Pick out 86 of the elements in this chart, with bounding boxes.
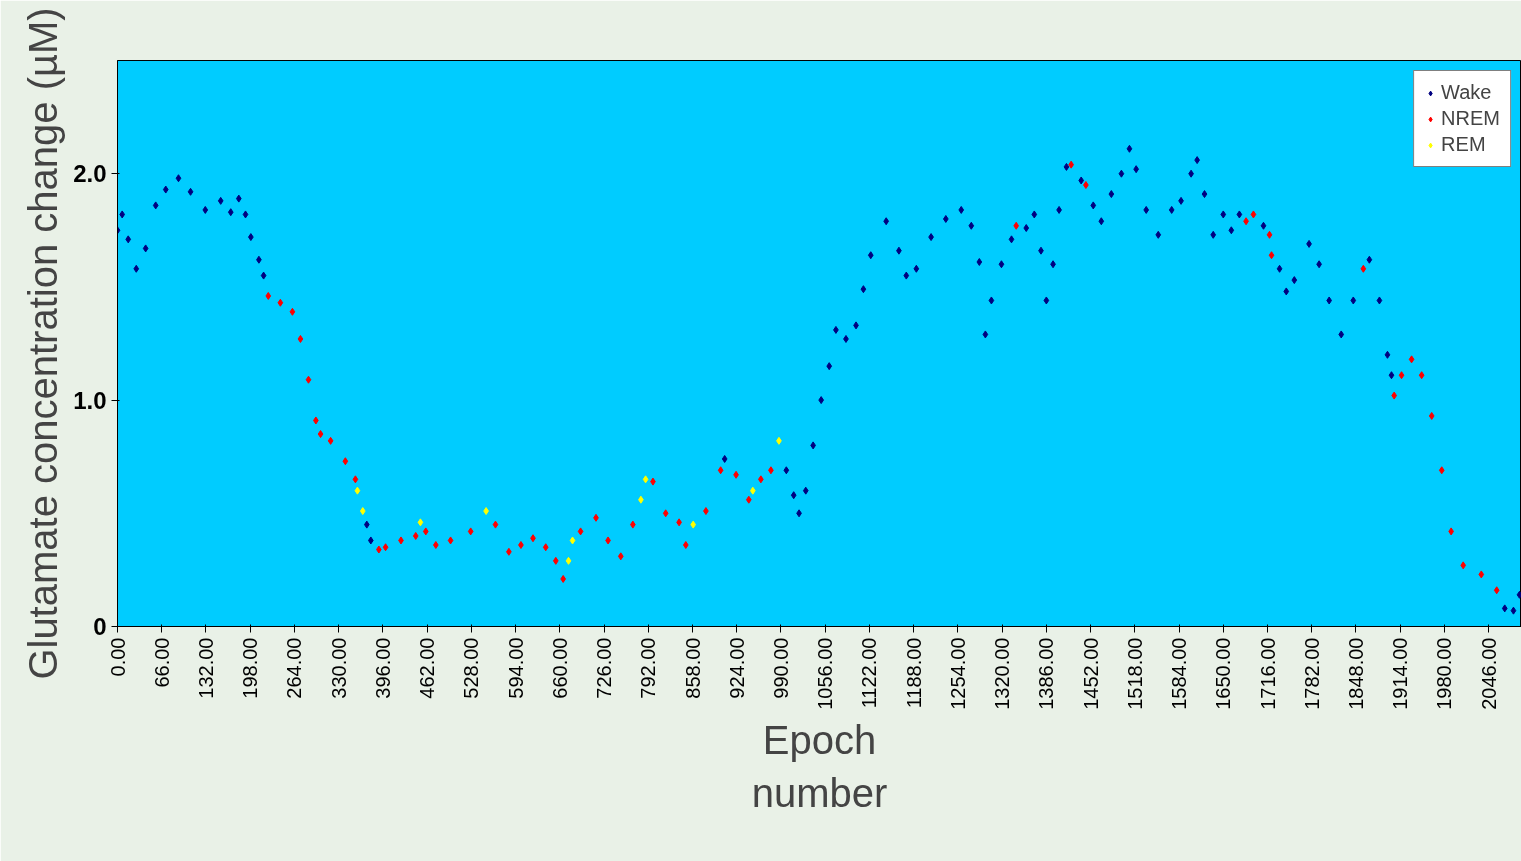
x-tick-label: 726.00 [593,637,616,699]
x-tick-label: 132.00 [194,637,217,699]
point [1013,221,1020,230]
x-tick-label: 396.00 [371,637,394,699]
point [569,536,576,545]
point [327,436,334,445]
x-tick-label: 1518.00 [1123,637,1146,710]
point [1418,371,1425,380]
x-tick-label: 1650.00 [1212,637,1235,710]
point [359,507,366,516]
y-tick-label: 2.0 [73,160,107,188]
point [447,536,454,545]
x-tick-label: 1914.00 [1389,637,1412,710]
point [417,518,424,527]
point [277,298,284,307]
x-tick-label: 264.00 [283,637,306,699]
point [749,486,756,495]
point [467,527,474,536]
point [342,457,349,466]
x-tick-label: 792.00 [637,637,660,699]
point [518,541,524,549]
point [265,291,272,300]
legend-label: Wake [1441,81,1492,104]
x-tick-label: 1122.00 [858,637,881,709]
legend-label: NREM [1441,107,1500,130]
x-tick-label: 924.00 [725,637,748,699]
point [1493,586,1500,595]
point [717,466,724,475]
point [682,541,689,549]
y-tick-label: 0 [93,613,107,640]
x-tick-label: 858.00 [681,637,704,699]
point [422,527,429,536]
x-tick-label: 1782.00 [1300,637,1323,710]
legend-label: REM [1441,133,1486,156]
point [382,543,389,552]
point [1460,561,1467,570]
point [289,307,296,316]
y-tick-label: 1.0 [73,386,107,414]
point [745,495,752,504]
point [1250,210,1257,219]
x-tick-label: 330.00 [327,637,350,699]
point [305,375,312,384]
x-tick-label: 594.00 [504,637,527,699]
point [617,552,624,561]
point [577,527,584,536]
x-tick-label: 1716.00 [1256,637,1279,710]
x-axis-title: Epoch number [751,717,888,815]
point [552,556,559,565]
x-tick-label: 1254.00 [946,637,969,710]
point [352,475,359,484]
x-tick-label: 1188.00 [902,637,925,709]
x-tick-label: 1056.00 [814,637,837,710]
point [354,486,361,495]
point [433,541,439,549]
x-tick-label: 990.00 [769,637,792,699]
point [1268,251,1275,260]
point [297,334,304,343]
point [1438,466,1445,475]
point [1266,230,1273,239]
point [1408,355,1415,364]
point [412,531,419,540]
point [642,475,649,484]
point [1478,570,1485,579]
point [1398,371,1405,380]
x-tick-label: 1584.00 [1168,637,1191,710]
point [690,520,697,529]
x-tick-label: 66.00 [150,637,173,688]
x-tick-label: 1980.00 [1433,637,1456,710]
point [542,543,549,552]
x-tick-label: 1848.00 [1344,637,1367,710]
x-tick-label: 2046.00 [1477,637,1500,710]
x-tick-label: 198.00 [239,637,262,699]
x-tick-label: 1386.00 [1035,637,1058,710]
point [492,520,499,529]
point [1428,411,1435,420]
y-axis-title: Glutamate concentration change (µM) [21,7,66,680]
point [565,556,572,565]
point [1360,264,1367,273]
x-tick-label: 1452.00 [1079,637,1102,710]
point [317,430,324,439]
x-tick-label: 528.00 [460,637,483,699]
x-tick-label: 660.00 [548,637,571,699]
x-tick-label: 0.00 [106,637,129,677]
x-tick-label: 1320.00 [991,637,1014,710]
point [662,509,669,518]
x-tick-label: 462.00 [416,637,439,699]
